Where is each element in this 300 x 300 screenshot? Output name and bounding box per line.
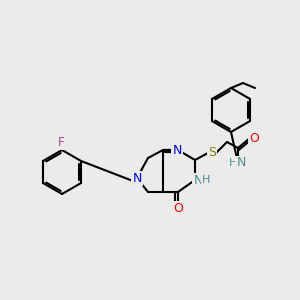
Text: H: H <box>229 158 237 168</box>
Text: S: S <box>208 146 216 160</box>
Text: N: N <box>172 143 182 157</box>
Text: F: F <box>58 136 64 149</box>
Text: O: O <box>249 131 259 145</box>
Text: N: N <box>236 157 246 169</box>
Text: H: H <box>202 175 210 185</box>
Text: N: N <box>132 172 142 184</box>
Text: O: O <box>173 202 183 214</box>
Text: N: N <box>193 173 203 187</box>
